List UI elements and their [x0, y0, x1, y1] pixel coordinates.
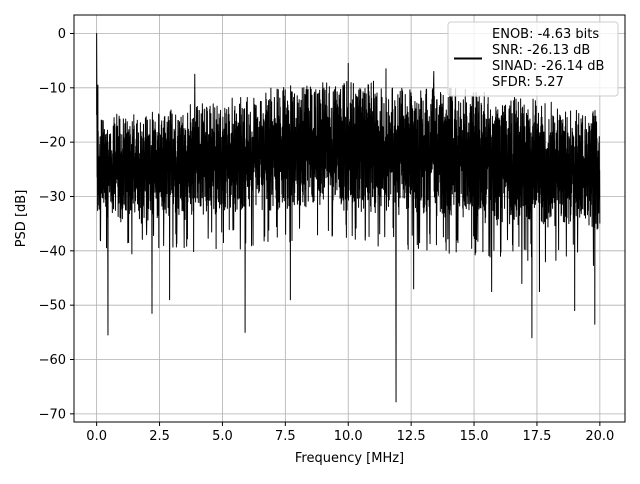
y-tick-label: −30 — [39, 190, 66, 205]
x-tick-label: 17.5 — [522, 429, 551, 444]
x-tick-label: 20.0 — [585, 429, 614, 444]
x-tick-label: 2.5 — [149, 429, 170, 444]
x-tick-label: 15.0 — [460, 429, 489, 444]
x-tick-label: 0.0 — [86, 429, 107, 444]
y-tick-label: −60 — [39, 353, 66, 368]
y-tick-label: 0 — [58, 27, 66, 42]
y-tick-label: −40 — [39, 244, 66, 259]
x-tick-label: 7.5 — [275, 429, 296, 444]
plot-area — [96, 32, 601, 403]
x-tick-label: 12.5 — [397, 429, 426, 444]
y-tick-label: −70 — [39, 407, 66, 422]
legend-line-4: SFDR: 5.27 — [492, 75, 564, 90]
x-axis-label: Frequency [MHz] — [295, 451, 404, 466]
legend-line-2: SNR: -26.13 dB — [492, 43, 590, 58]
y-tick-label: −50 — [39, 299, 66, 314]
y-axis-label: PSD [dB] — [14, 190, 29, 248]
legend: ENOB: -4.63 bits SNR: -26.13 dB SINAD: -… — [447, 21, 619, 97]
legend-box — [447, 21, 619, 97]
axes-frame — [73, 14, 626, 423]
y-axis-ticks: 0 −10 −20 −30 −40 −50 −60 −70 — [39, 27, 74, 422]
x-axis-ticks: 0.0 2.5 5.0 7.5 10.0 12.5 15.0 17.5 20.0 — [86, 422, 614, 444]
x-tick-label: 10.0 — [334, 429, 363, 444]
legend-line-1: ENOB: -4.63 bits — [492, 27, 599, 42]
x-tick-label: 5.0 — [212, 429, 233, 444]
y-tick-label: −10 — [39, 81, 66, 96]
psd-series-line — [96, 32, 601, 403]
legend-line-3: SINAD: -26.14 dB — [492, 59, 604, 74]
y-tick-label: −20 — [39, 136, 66, 151]
